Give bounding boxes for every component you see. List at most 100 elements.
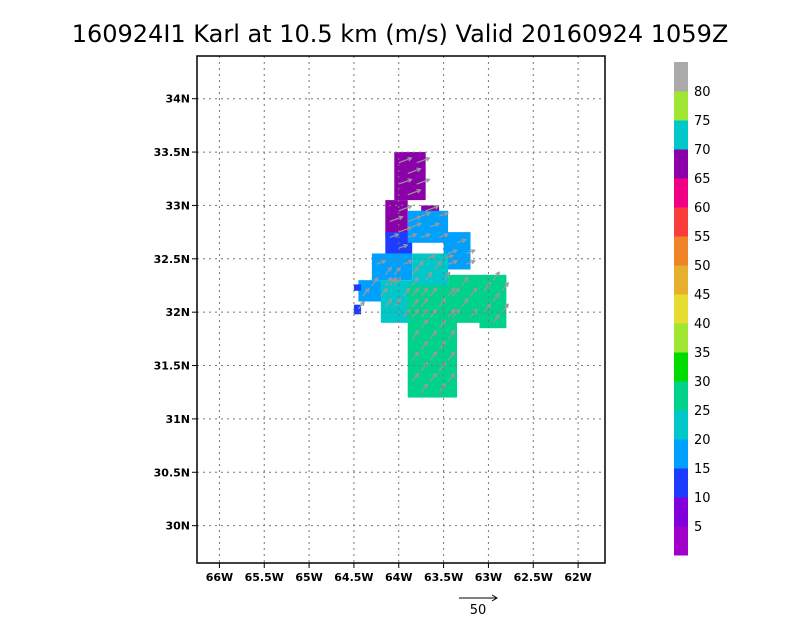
wind-vector-head [364,287,370,293]
wind-vector-head [463,276,469,282]
wind-vector [456,239,467,244]
wind-vector [465,260,475,265]
colorbar-segment [674,497,688,527]
wind-vector-head [470,249,476,254]
colorbar-segment [674,207,688,237]
wind-vector [438,212,449,217]
wind-vector [420,288,428,297]
wind-vector-head [504,281,509,287]
wind-vector [483,282,491,292]
wind-vector-head [448,254,455,259]
wind-vector-head [432,372,438,378]
wind-vector-head [432,287,438,293]
grid-lines [197,56,605,563]
colorbar-segment [674,410,688,440]
wind-vector-head [454,287,460,293]
y-tick-label: 32.5N [154,253,190,266]
wind-vector [393,298,401,308]
wind-vector [389,277,397,286]
wind-vector [376,260,386,265]
colorbar-label: 70 [694,143,711,158]
wind-vector-head [394,233,400,238]
wind-vector [402,309,410,318]
wind-vector-head [441,383,447,389]
wind-vector [425,254,436,260]
wind-vector [411,330,419,340]
wind-vector-head [472,308,478,314]
wind-vector-head [495,292,501,298]
wind-vector [411,287,419,297]
colorbar-label: 15 [694,462,711,477]
wind-vector [438,298,446,308]
colorbar-label: 25 [694,404,711,419]
wind-vector-head [416,215,422,221]
x-tick-label: 62.5W [514,571,553,584]
colorbar-label: 40 [694,317,711,332]
wind-vector [407,168,421,174]
wind-vector-head [436,260,442,266]
colorbar-segment [674,62,688,92]
wind-vector [407,189,421,196]
y-tick-label: 33N [165,199,190,212]
x-tick-label: 63W [475,571,502,584]
wind-vector-head [407,226,413,231]
wind-vector-head [391,276,397,283]
x-tick-label: 66W [206,571,233,584]
wind-vector-head [396,276,402,282]
colorbar-label: 60 [694,201,711,216]
colorbar-segment [674,381,688,411]
wind-vector [447,249,458,255]
colorbar-segment [674,439,688,469]
wind-vector [398,205,412,212]
y-tick-label: 31.5N [154,360,190,373]
wind-vector-head [423,340,429,346]
x-axis-ticks: 66W 65.5W 65W 64.5W 64W 63.5W 63W 62.5W 62W [206,563,592,584]
wind-vector-head [425,178,431,183]
wind-vector [398,226,412,233]
colorbar-label: 5 [694,520,702,535]
wind-vector-head [412,233,418,238]
x-tick-label: 65W [295,571,322,584]
wind-vector [492,271,500,281]
colorbar-segment [674,468,688,498]
wind-vector-head [414,287,420,293]
wind-vector-head [403,243,409,249]
wind-vector-head [427,271,433,277]
wind-vector-head [382,287,388,293]
wind-vector-head [396,298,402,304]
wind-vector-head [450,372,456,378]
wind-vector-head [450,287,456,293]
wind-vector-head [452,259,459,265]
wind-vector-head [454,308,460,314]
wind-vector-head [414,298,420,304]
wind-vector-head [416,167,422,173]
wind-vector [420,383,428,393]
wind-vector [461,277,469,286]
wind-vector [447,287,455,297]
wind-vector [461,298,469,308]
wind-vector-head [387,276,393,282]
wind-vector [407,233,417,239]
wind-vector-head [418,260,424,266]
wind-vector-head [360,300,365,306]
wind-vector [425,272,433,281]
wind-vector [429,287,437,297]
wind-vector-head [450,351,456,357]
wind-vector-head [463,297,469,303]
wind-vector [429,309,437,318]
wind-vector [398,244,408,249]
wind-vector-head [434,222,441,227]
wind-vector-head [416,188,422,194]
wind-vector-head [416,222,423,227]
wind-vector [371,277,379,286]
wind-vector [420,298,428,308]
wind-vector-head [423,287,429,293]
wind-vector-head [443,211,450,217]
colorbar-label: 80 [694,85,711,100]
wind-vector-head [504,303,509,309]
wind-vector-head [414,308,420,314]
y-tick-label: 30.5N [154,466,190,479]
wind-vector-head [408,259,414,265]
wind-vector [434,261,442,270]
